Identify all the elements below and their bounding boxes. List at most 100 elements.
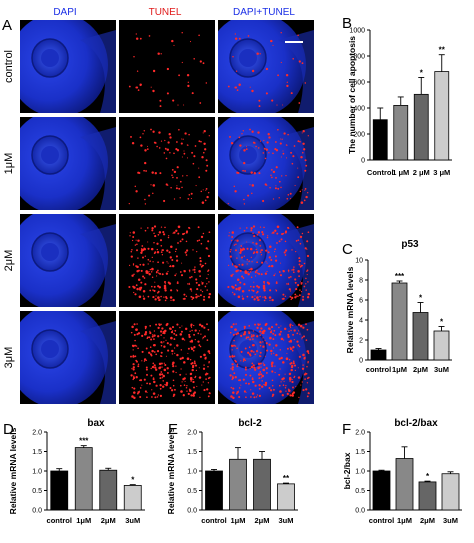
tunel-dot (280, 156, 282, 158)
tunel-dot (236, 365, 239, 368)
tunel-dot (175, 371, 177, 374)
tunel-dot (266, 262, 268, 264)
tunel-dot (257, 231, 261, 234)
tunel-dot (207, 382, 210, 384)
tunel-dot (179, 357, 182, 360)
tunel-dot (187, 392, 190, 396)
bar-2 (253, 458, 271, 511)
tunel-dot (274, 259, 278, 262)
tunel-dot (275, 166, 278, 169)
tunel-dot (190, 192, 193, 195)
tunel-dot (207, 328, 210, 331)
y-tick-label: 1.0 (355, 469, 365, 476)
tunel-dot (305, 277, 307, 280)
tunel-dot (291, 378, 293, 381)
tunel-dot (154, 172, 157, 175)
tunel-dot (240, 384, 242, 386)
tunel-dot (291, 249, 293, 251)
tunel-dot (131, 239, 134, 242)
tunel-dot (151, 334, 154, 336)
tunel-dot (306, 270, 308, 272)
tunel-dot (231, 355, 234, 358)
tunel-dot (305, 323, 307, 326)
tunel-dot (149, 325, 152, 327)
tunel-dot (247, 382, 250, 385)
tunel-dot (300, 290, 303, 293)
tunel-dot (168, 251, 171, 254)
category-label-2: 2 μM (413, 168, 430, 177)
tunel-dot (257, 362, 261, 366)
tunel-dot (302, 130, 305, 133)
tunel-dot (238, 387, 241, 389)
tunel-dot (150, 128, 152, 131)
tunel-dot (181, 156, 183, 158)
tunel-dot (152, 289, 154, 291)
tunel-dot (233, 344, 236, 347)
tunel-dot (255, 275, 257, 277)
tunel-dot (152, 130, 155, 133)
tunel-dot (282, 293, 285, 296)
tunel-dot (236, 239, 239, 242)
tunel-dot (139, 387, 142, 389)
tunel-dot (268, 265, 270, 268)
tunel-dot (199, 60, 202, 63)
tunel-dot (165, 383, 168, 387)
tunel-dot (208, 135, 210, 137)
y-axis-label: Relative mRNA levels (8, 427, 18, 514)
tunel-dot (231, 231, 235, 234)
tunel-dot (205, 188, 208, 190)
tunel-dot (272, 170, 276, 174)
y-tick-label: 1.0 (187, 469, 197, 476)
tunel-dot (302, 151, 304, 154)
tunel-dot (279, 390, 282, 393)
tunel-dot (166, 342, 169, 345)
tunel-dot (287, 333, 290, 336)
tunel-dot (238, 395, 241, 399)
tunel-dot (206, 339, 209, 341)
tunel-dot (169, 265, 171, 268)
micrograph-merge-2 (218, 214, 314, 307)
tunel-dot (158, 131, 161, 134)
tunel-dot (185, 249, 189, 252)
tunel-dot (244, 270, 247, 273)
tunel-dot (179, 197, 181, 199)
tunel-dot (280, 186, 282, 189)
tunel-dot (195, 185, 197, 187)
tunel-dot (171, 174, 173, 176)
tunel-dot (307, 362, 309, 364)
tunel-dot (290, 326, 292, 329)
tunel-dot (237, 295, 241, 299)
tunel-dot (262, 345, 265, 348)
tunel-dot (161, 327, 164, 330)
tunel-dot (129, 232, 131, 234)
significance-3: * (440, 318, 444, 327)
tunel-dot (183, 384, 186, 386)
tunel-dot (303, 148, 306, 151)
tunel-dot (305, 195, 308, 199)
tunel-dot (238, 37, 241, 40)
tunel-dot (292, 271, 295, 274)
tunel-dot (165, 339, 167, 341)
tunel-dot (252, 225, 256, 228)
tunel-dot (161, 377, 163, 379)
tunel-dot (279, 349, 282, 351)
tunel-dot (264, 383, 267, 387)
tunel-dot (289, 380, 291, 382)
tunel-dot (259, 251, 262, 253)
tunel-dot (256, 233, 259, 236)
tunel-dot (272, 198, 275, 200)
tunel-dot (134, 344, 137, 347)
tunel-dot (290, 151, 293, 154)
tunel-dot (244, 366, 247, 369)
tunel-dot (251, 261, 253, 263)
tunel-dot (288, 359, 291, 361)
tunel-dot (298, 257, 301, 260)
tunel-dot (263, 384, 265, 386)
tunel-dot (166, 148, 170, 151)
tunel-dot (171, 326, 175, 329)
y-axis-label: Relative mRNA levels (166, 427, 176, 514)
tunel-dot (138, 295, 142, 299)
tunel-dot (136, 265, 139, 269)
tunel-dot (141, 334, 144, 338)
